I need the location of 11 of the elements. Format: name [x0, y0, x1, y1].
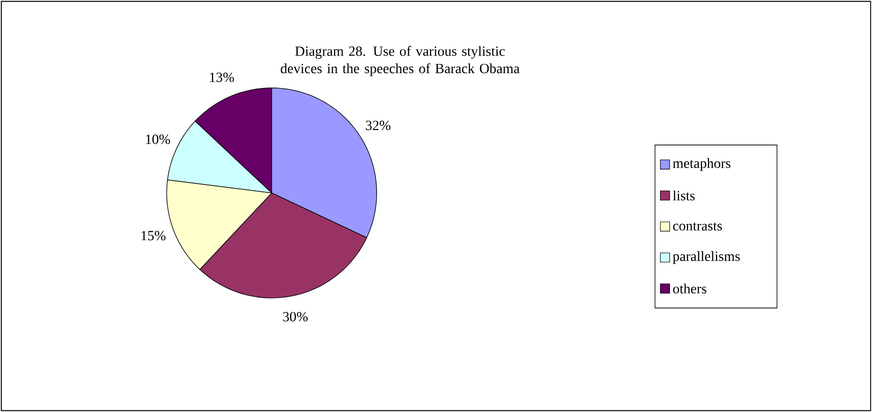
legend-label: lists	[672, 190, 695, 200]
legend-label: metaphors	[672, 158, 730, 171]
legend-label: others	[673, 284, 706, 294]
data-label: 32%	[366, 120, 390, 130]
data-label: 10%	[146, 134, 170, 144]
legend-label: parallelisms	[672, 251, 740, 264]
data-label: 30%	[283, 312, 308, 322]
legend-label: contrasts	[673, 222, 722, 231]
data-label: 13%	[210, 72, 234, 82]
chart-title: Diagram 28. Use of various stylistic devices in the speeches of Barack Obama	[280, 46, 520, 76]
data-label: 15%	[142, 230, 166, 240]
